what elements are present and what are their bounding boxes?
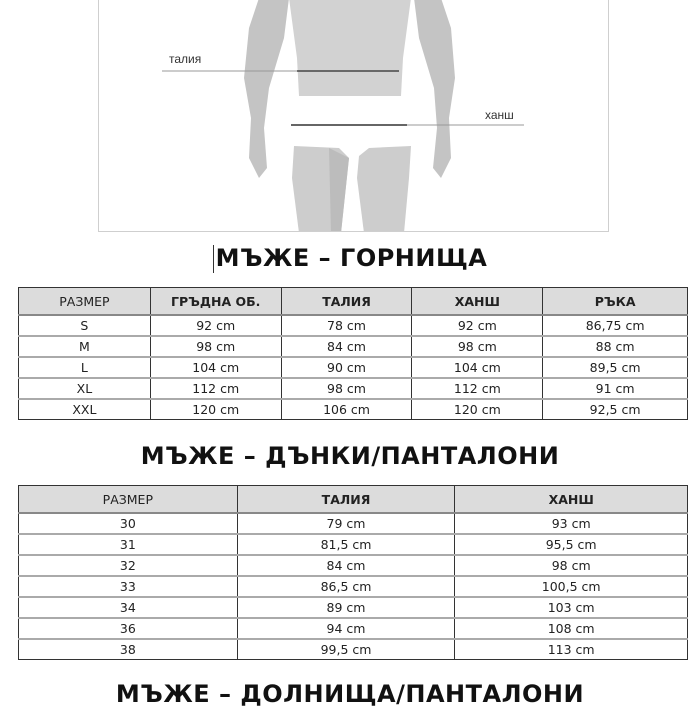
table-cell: 92 cm [149, 314, 282, 337]
table-cell: 95,5 cm [454, 533, 688, 556]
body-measurement-figure: талия ханш [98, 0, 609, 232]
table-cell: 92,5 cm [542, 398, 688, 420]
table-cell: 84 cm [236, 554, 456, 577]
jeans-size-table: РАЗМЕР ТАЛИЯ ХАНШ 30 79 cm 93 cm 31 81,5 cm 9… [18, 485, 688, 660]
text-cursor [212, 245, 214, 273]
column-header: ХАНШ [411, 287, 544, 316]
table-cell: 34 [18, 596, 238, 619]
table-header-row: РАЗМЕР ТАЛИЯ ХАНШ [18, 485, 688, 514]
column-header: РЪКА [542, 287, 688, 316]
table-cell: 103 cm [454, 596, 688, 619]
table-cell: 31 [18, 533, 238, 556]
jeans-title: МЪЖЕ – ДЪНКИ/ПАНТАЛОНИ [140, 442, 560, 470]
table-header-row: РАЗМЕР ГРЪДНА ОБ. ТАЛИЯ ХАНШ РЪКА [18, 287, 688, 316]
table-cell: 112 cm [149, 377, 282, 400]
table-row: XL 112 cm 98 cm 112 cm 91 cm [18, 377, 688, 400]
table-cell: 79 cm [236, 512, 456, 535]
table-row: 30 79 cm 93 cm [18, 512, 688, 535]
table-row: 36 94 cm 108 cm [18, 617, 688, 640]
table-cell: 92 cm [411, 314, 544, 337]
table-cell: 33 [18, 575, 238, 598]
table-cell: 86,5 cm [236, 575, 456, 598]
table-cell: 38 [18, 638, 238, 660]
table-row: 32 84 cm 98 cm [18, 554, 688, 577]
table-row: XXL 120 cm 106 cm 120 cm 92,5 cm [18, 398, 688, 420]
table-cell: 89,5 cm [542, 356, 688, 379]
table-cell: 98 cm [454, 554, 688, 577]
tops-title-text: МЪЖЕ – ГОРНИЩА [215, 244, 488, 272]
column-header: ГРЪДНА ОБ. [149, 287, 282, 316]
table-cell: 91 cm [542, 377, 688, 400]
table-cell: 112 cm [411, 377, 544, 400]
bottoms-title: МЪЖЕ – ДОЛНИЩА/ПАНТАЛОНИ [115, 680, 585, 708]
column-header: РАЗМЕР [18, 485, 238, 514]
table-cell: 78 cm [280, 314, 413, 337]
table-cell: 90 cm [280, 356, 413, 379]
column-header: ХАНШ [454, 485, 688, 514]
table-cell: 108 cm [454, 617, 688, 640]
table-cell: L [18, 356, 151, 379]
table-cell: 36 [18, 617, 238, 640]
table-cell: 104 cm [411, 356, 544, 379]
table-cell: 93 cm [454, 512, 688, 535]
table-cell: 84 cm [280, 335, 413, 358]
table-cell: 86,75 cm [542, 314, 688, 337]
table-cell: 100,5 cm [454, 575, 688, 598]
table-row: S 92 cm 78 cm 92 cm 86,75 cm [18, 314, 688, 337]
table-cell: 98 cm [411, 335, 544, 358]
table-cell: 94 cm [236, 617, 456, 640]
table-cell: 32 [18, 554, 238, 577]
table-cell: 98 cm [280, 377, 413, 400]
waist-label: талия [169, 52, 202, 66]
table-cell: 89 cm [236, 596, 456, 619]
table-cell: 104 cm [149, 356, 282, 379]
table-cell: 98 cm [149, 335, 282, 358]
table-row: 38 99,5 cm 113 cm [18, 638, 688, 660]
table-cell: 113 cm [454, 638, 688, 660]
table-cell: M [18, 335, 151, 358]
column-header: ТАЛИЯ [280, 287, 413, 316]
table-cell: 88 cm [542, 335, 688, 358]
table-cell: 99,5 cm [236, 638, 456, 660]
column-header: ТАЛИЯ [236, 485, 456, 514]
table-row: 31 81,5 cm 95,5 cm [18, 533, 688, 556]
tops-title: МЪЖЕ – ГОРНИЩА [0, 244, 700, 273]
hip-label: ханш [485, 108, 514, 122]
table-row: 34 89 cm 103 cm [18, 596, 688, 619]
table-cell: XL [18, 377, 151, 400]
table-cell: 120 cm [411, 398, 544, 420]
table-row: M 98 cm 84 cm 98 cm 88 cm [18, 335, 688, 358]
table-cell: XXL [18, 398, 151, 420]
table-cell: S [18, 314, 151, 337]
column-header: РАЗМЕР [18, 287, 151, 316]
male-body-silhouette [162, 0, 524, 231]
table-cell: 120 cm [149, 398, 282, 420]
table-cell: 106 cm [280, 398, 413, 420]
table-cell: 30 [18, 512, 238, 535]
table-cell: 81,5 cm [236, 533, 456, 556]
table-row: L 104 cm 90 cm 104 cm 89,5 cm [18, 356, 688, 379]
tops-size-table: РАЗМЕР ГРЪДНА ОБ. ТАЛИЯ ХАНШ РЪКА S 92 cm… [18, 287, 688, 420]
table-row: 33 86,5 cm 100,5 cm [18, 575, 688, 598]
